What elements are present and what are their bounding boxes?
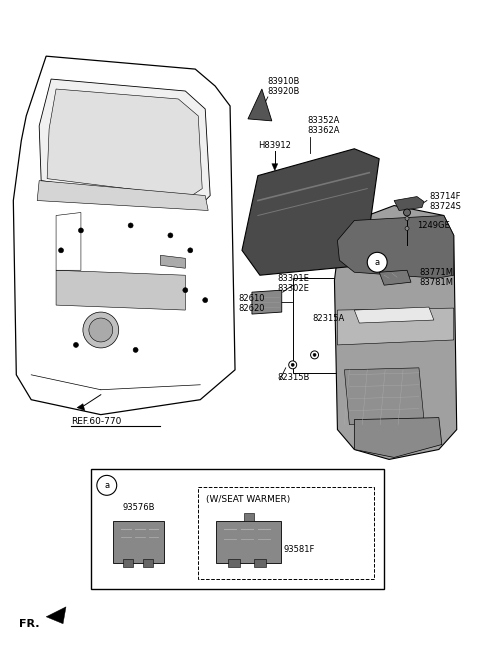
Circle shape: [73, 342, 78, 348]
Polygon shape: [216, 521, 281, 563]
Text: 83771M: 83771M: [419, 268, 453, 277]
Text: REF.60-770: REF.60-770: [71, 417, 121, 426]
Polygon shape: [337, 215, 454, 278]
Polygon shape: [47, 89, 202, 196]
Polygon shape: [354, 418, 442, 457]
Text: H83912: H83912: [258, 141, 291, 150]
Circle shape: [405, 227, 409, 231]
Polygon shape: [113, 521, 165, 563]
Circle shape: [203, 298, 208, 303]
Circle shape: [183, 288, 188, 292]
Circle shape: [188, 248, 193, 253]
Circle shape: [83, 312, 119, 348]
Text: 82620: 82620: [238, 304, 264, 313]
Circle shape: [291, 363, 294, 367]
Circle shape: [313, 353, 316, 356]
Circle shape: [311, 351, 319, 359]
Text: 83781M: 83781M: [419, 278, 453, 286]
Text: 82610: 82610: [238, 294, 264, 303]
Circle shape: [128, 223, 133, 228]
Circle shape: [59, 248, 63, 253]
Text: 93581F: 93581F: [284, 545, 315, 554]
Circle shape: [97, 476, 117, 495]
Text: 83301E: 83301E: [278, 274, 310, 283]
Bar: [293, 278, 392, 373]
Polygon shape: [394, 196, 424, 210]
Circle shape: [133, 348, 138, 352]
Polygon shape: [143, 559, 153, 567]
Circle shape: [404, 209, 410, 216]
Polygon shape: [248, 89, 272, 121]
Circle shape: [288, 361, 297, 369]
Circle shape: [405, 216, 409, 221]
Polygon shape: [228, 559, 240, 567]
Circle shape: [168, 233, 173, 238]
Polygon shape: [272, 164, 278, 171]
Circle shape: [89, 318, 113, 342]
Text: 83910B: 83910B: [268, 77, 300, 85]
Polygon shape: [344, 368, 424, 424]
Polygon shape: [354, 307, 434, 323]
Polygon shape: [335, 206, 457, 459]
Text: 83302E: 83302E: [278, 284, 310, 292]
Text: a: a: [374, 258, 380, 267]
Text: 83714F: 83714F: [429, 192, 460, 201]
Polygon shape: [244, 513, 254, 521]
Bar: [198, 487, 374, 579]
Text: 83362A: 83362A: [308, 126, 340, 135]
Text: 83352A: 83352A: [308, 116, 340, 125]
Polygon shape: [46, 607, 66, 623]
Polygon shape: [77, 403, 85, 411]
Polygon shape: [337, 308, 454, 345]
Text: 83724S: 83724S: [429, 202, 461, 211]
Bar: [91, 469, 384, 589]
Polygon shape: [13, 56, 235, 415]
Polygon shape: [56, 270, 185, 310]
Text: 82315A: 82315A: [312, 313, 345, 323]
Polygon shape: [123, 559, 132, 567]
Polygon shape: [379, 270, 411, 285]
Polygon shape: [254, 559, 266, 567]
Text: 82315B: 82315B: [278, 373, 310, 382]
Circle shape: [367, 252, 387, 272]
Text: 1249GE: 1249GE: [417, 221, 450, 230]
Polygon shape: [37, 181, 208, 210]
Polygon shape: [252, 290, 282, 314]
Polygon shape: [242, 148, 379, 275]
Text: 93576B: 93576B: [123, 503, 155, 512]
Circle shape: [78, 228, 84, 233]
Polygon shape: [39, 79, 210, 206]
Polygon shape: [160, 256, 185, 268]
Text: a: a: [104, 481, 109, 490]
Text: 83920B: 83920B: [268, 87, 300, 95]
Text: (W/SEAT WARMER): (W/SEAT WARMER): [206, 495, 290, 504]
Text: FR.: FR.: [19, 619, 40, 629]
